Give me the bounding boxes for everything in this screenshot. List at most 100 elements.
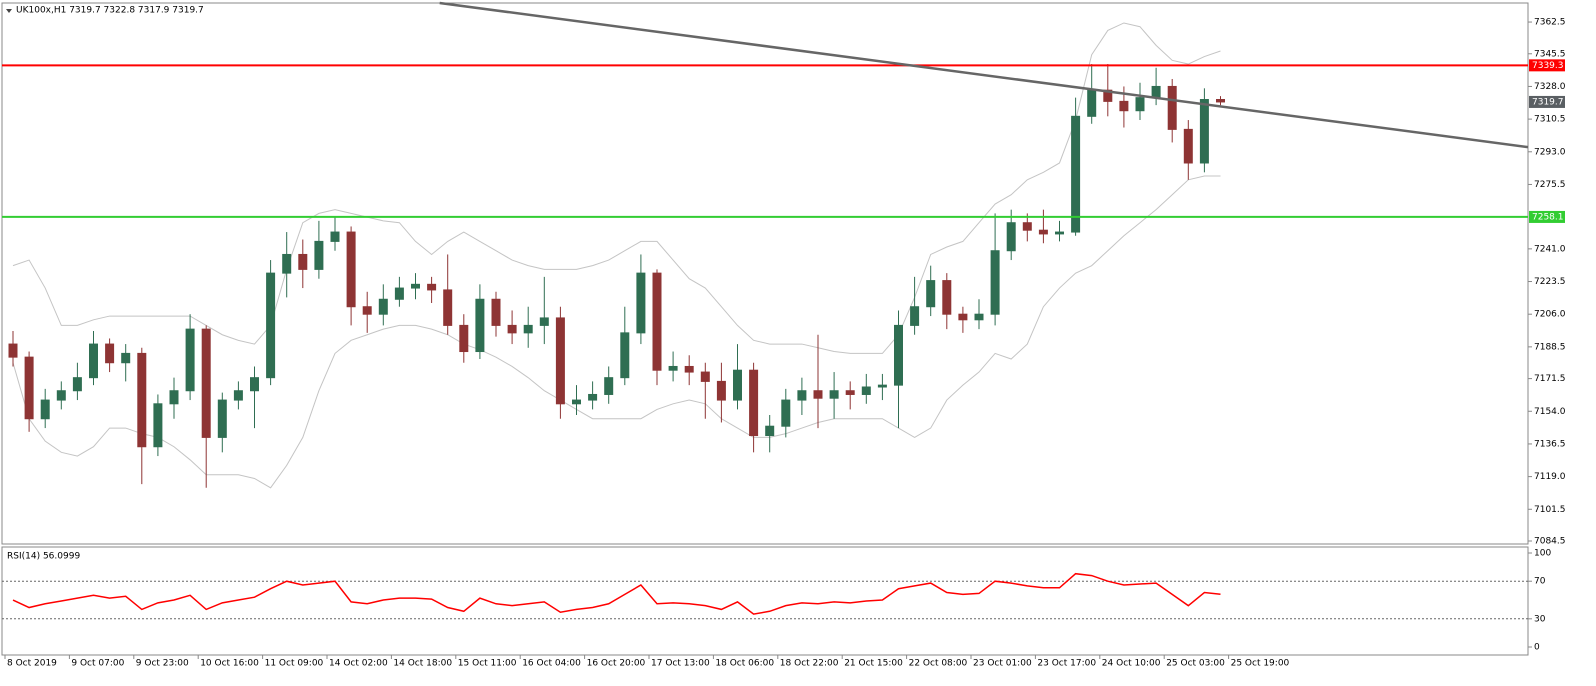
candle-body <box>700 371 710 382</box>
candle-body <box>362 306 372 315</box>
candle-body <box>877 384 887 388</box>
candle-body <box>684 365 694 373</box>
chart-title: UK100x,H1 7319.7 7322.8 7317.9 7319.7 <box>16 6 204 16</box>
last-price-label: 7319.7 <box>1532 97 1564 107</box>
candle-body <box>958 313 968 321</box>
x-tick-label: 16 Oct 04:00 <box>522 659 581 669</box>
candle-body <box>40 399 50 420</box>
x-tick-label: 16 Oct 20:00 <box>587 659 646 669</box>
candle-body <box>427 283 437 291</box>
x-tick-label: 17 Oct 13:00 <box>651 659 710 669</box>
candle-body <box>1167 85 1177 130</box>
y-tick-label: 7362.5 <box>1534 18 1566 28</box>
candle-body <box>781 399 791 427</box>
candle-body <box>636 272 646 334</box>
x-tick-label: 9 Oct 07:00 <box>71 659 124 669</box>
rsi-frame <box>1 546 1529 656</box>
y-tick-label: 7188.5 <box>1534 342 1566 352</box>
candle-body <box>861 386 871 395</box>
x-tick-label: 22 Oct 08:00 <box>909 659 968 669</box>
x-tick-label: 9 Oct 23:00 <box>136 659 189 669</box>
candle-body <box>716 380 726 401</box>
candle-body <box>926 280 936 308</box>
candle-body <box>620 332 630 379</box>
candle-body <box>523 324 533 334</box>
candle-body <box>233 390 243 401</box>
candle-body <box>1022 222 1032 231</box>
candle-body <box>282 253 292 274</box>
candle-body <box>72 377 82 392</box>
candle-body <box>411 283 420 289</box>
candle-body <box>443 289 453 326</box>
candle-body <box>1199 99 1209 164</box>
candle-body <box>24 356 34 420</box>
x-tick-label: 18 Oct 06:00 <box>715 659 774 669</box>
candle-body <box>121 352 131 364</box>
collapse-icon[interactable] <box>6 9 12 13</box>
price-frame <box>1 2 1529 545</box>
y-tick-label: 7328.0 <box>1534 82 1566 92</box>
y-tick-label: 7223.5 <box>1534 277 1566 287</box>
y-tick-label: 7293.0 <box>1534 147 1566 157</box>
candle-body <box>974 313 984 321</box>
candle-body <box>539 317 549 326</box>
y-tick-label: 100 <box>1534 549 1551 559</box>
candle-body <box>56 390 66 401</box>
x-tick-label: 11 Oct 09:00 <box>265 659 324 669</box>
x-tick-label: 25 Oct 03:00 <box>1166 659 1225 669</box>
candle-body <box>346 231 356 308</box>
candle-body <box>1071 115 1081 233</box>
candle-body <box>1135 97 1145 112</box>
candle-body <box>169 390 179 405</box>
candle-body <box>749 369 759 437</box>
candle-body <box>765 425 775 437</box>
y-tick-label: 7171.5 <box>1534 374 1566 384</box>
y-tick-label: 7119.0 <box>1534 472 1566 482</box>
candle-body <box>894 324 903 386</box>
y-tick-label: 70 <box>1534 577 1546 587</box>
candle-body <box>797 390 807 401</box>
candle-body <box>1119 100 1129 112</box>
candle-body <box>1087 89 1097 117</box>
candle-body <box>394 287 404 300</box>
x-tick-label: 15 Oct 11:00 <box>458 659 517 669</box>
candle-body <box>153 403 163 448</box>
level-label-box <box>1529 210 1565 223</box>
candle-body <box>1055 231 1064 235</box>
candle-body <box>89 343 98 379</box>
level-label: 7258.1 <box>1532 212 1564 222</box>
y-tick-label: 7154.0 <box>1534 407 1566 417</box>
candle-body <box>733 369 742 401</box>
candle-body <box>250 377 259 392</box>
trendline <box>439 1 1529 149</box>
candle-body <box>201 328 211 438</box>
candle-body <box>507 324 517 334</box>
y-tick-label: 7275.5 <box>1534 180 1566 190</box>
candle-body <box>910 306 920 326</box>
candle-body <box>942 280 952 315</box>
x-tick-label: 21 Oct 15:00 <box>844 659 903 669</box>
candle-body <box>604 377 614 395</box>
y-tick-label: 7206.0 <box>1534 310 1566 320</box>
candle-body <box>314 240 324 270</box>
candle-body <box>990 250 1000 315</box>
candle-body <box>588 393 598 401</box>
level-label-box <box>1529 59 1565 72</box>
candle-body <box>555 317 565 405</box>
y-tick-label: 7084.5 <box>1534 537 1566 547</box>
candle-body <box>572 399 581 405</box>
x-tick-label: 23 Oct 17:00 <box>1037 659 1096 669</box>
bollinger-band <box>12 22 1221 354</box>
candle-body <box>1038 229 1048 235</box>
candle-body <box>1151 85 1161 99</box>
x-tick-label: 8 Oct 2019 <box>7 659 57 669</box>
candle-body <box>266 272 276 379</box>
candle-body <box>475 298 485 353</box>
y-tick-label: 7101.5 <box>1534 505 1566 515</box>
bollinger-band <box>12 175 1221 489</box>
x-tick-label: 14 Oct 18:00 <box>393 659 452 669</box>
candle-body <box>378 298 388 315</box>
y-tick-label: 7345.5 <box>1534 49 1566 59</box>
x-tick-label: 18 Oct 22:00 <box>780 659 839 669</box>
